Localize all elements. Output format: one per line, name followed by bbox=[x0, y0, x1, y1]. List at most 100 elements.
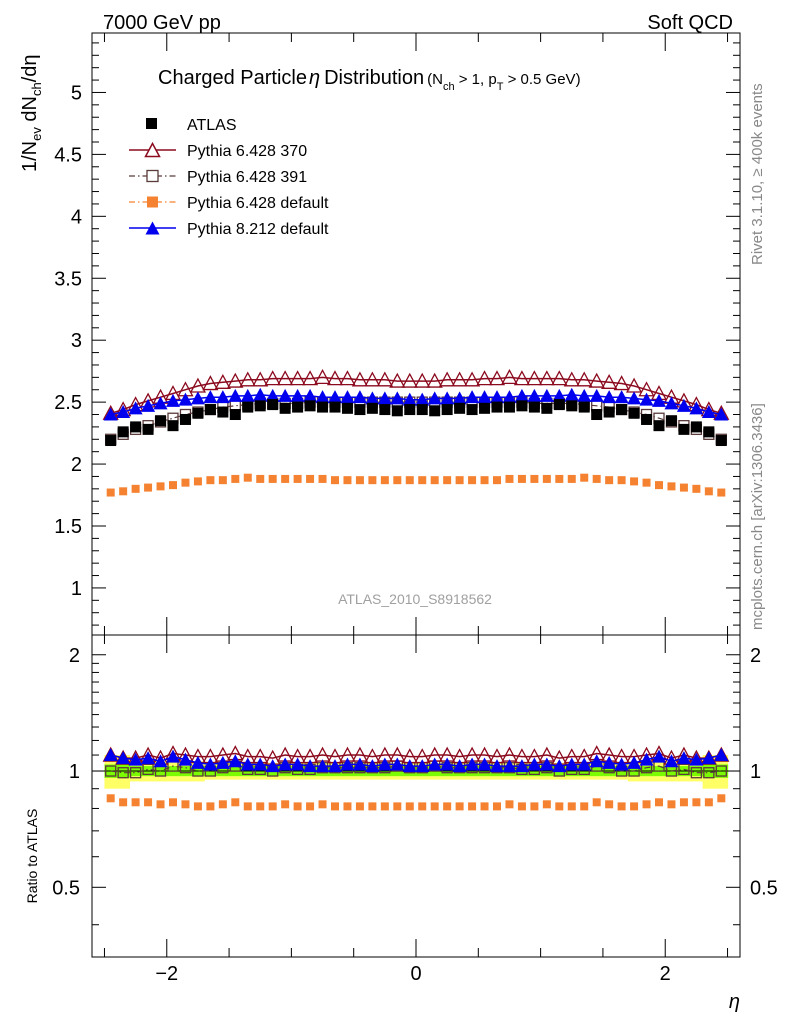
main-point-py6-default bbox=[542, 474, 551, 483]
main-point-atlas bbox=[304, 400, 316, 412]
main-point-py6-370 bbox=[364, 371, 381, 387]
ratio-point-py8-default bbox=[639, 752, 654, 766]
ratio-point-py8-default bbox=[141, 751, 156, 765]
main-point-py6-default bbox=[480, 476, 489, 485]
main-point-py6-default bbox=[592, 474, 601, 483]
ratio-point-py6-default bbox=[181, 800, 190, 809]
main-point-atlas bbox=[715, 435, 727, 447]
main-point-py6-default bbox=[268, 474, 277, 483]
main-point-py6-370 bbox=[463, 371, 481, 387]
ratio-point-py8-default bbox=[390, 757, 405, 771]
ratio-point-py8-default bbox=[689, 752, 704, 766]
legend-marker-py6-370 bbox=[144, 141, 161, 158]
main-point-py8-default bbox=[539, 388, 554, 402]
ratio-point-py6-default bbox=[281, 800, 290, 809]
ratio-point-py6-default bbox=[206, 802, 215, 811]
main-point-atlas bbox=[528, 401, 540, 413]
main-point-py6-370 bbox=[326, 370, 344, 386]
ratio-point-py6-default bbox=[605, 800, 614, 809]
main-point-py6-default bbox=[119, 487, 128, 496]
main-point-py8-default bbox=[552, 388, 567, 402]
main-point-py8-default bbox=[427, 391, 442, 405]
main-point-atlas bbox=[130, 421, 142, 433]
ratio-point-py8-default bbox=[240, 757, 255, 771]
main-point-atlas bbox=[105, 435, 117, 447]
main-y-tick-label: 5 bbox=[71, 82, 82, 104]
ratio-point-py6-default bbox=[368, 802, 377, 811]
main-point-py6-370 bbox=[513, 370, 531, 386]
ratio-point-py6-default bbox=[617, 802, 626, 811]
main-point-py8-default bbox=[190, 391, 205, 405]
main-point-py6-default bbox=[655, 481, 663, 490]
main-point-py6-370 bbox=[314, 368, 331, 385]
main-series bbox=[102, 368, 730, 497]
main-point-atlas bbox=[379, 404, 391, 416]
ratio-point-py6-default bbox=[580, 802, 589, 811]
ratio-y-tick-label: 1 bbox=[69, 761, 80, 783]
main-point-atlas bbox=[329, 401, 341, 413]
ratio-y-tick-label-right: 1 bbox=[750, 761, 761, 783]
main-point-atlas bbox=[354, 404, 366, 416]
main-point-atlas bbox=[553, 399, 565, 411]
mcplots-label: mcplots.cern.ch [arXiv:1306.3436] bbox=[749, 403, 766, 630]
main-point-atlas bbox=[279, 402, 291, 414]
ratio-point-py8-default bbox=[427, 757, 442, 771]
main-point-py6-default bbox=[642, 478, 651, 487]
ratio-point-py6-default bbox=[243, 802, 252, 811]
main-point-py6-370 bbox=[214, 373, 231, 389]
main-point-py8-default bbox=[303, 388, 318, 402]
legend-label-py6-391: Pythia 6.428 391 bbox=[187, 169, 307, 186]
main-point-atlas bbox=[192, 407, 204, 419]
ratio-y-tick-label-right: 0.5 bbox=[750, 877, 778, 899]
main-point-atlas bbox=[229, 409, 241, 421]
ratio-point-py6-default bbox=[331, 802, 339, 811]
ratio-point-py6-default bbox=[144, 798, 153, 807]
ratio-point-py8-default bbox=[490, 759, 504, 773]
rivet-label: Rivet 3.1.10, ≥ 400k events bbox=[749, 83, 766, 265]
ratio-point-py8-default bbox=[290, 757, 305, 771]
main-point-atlas bbox=[441, 404, 453, 416]
main-y-tick-label: 3 bbox=[71, 330, 82, 352]
ratio-point-py6-default bbox=[405, 802, 414, 811]
main-point-py6-370 bbox=[551, 370, 568, 386]
main-point-py6-370 bbox=[202, 375, 219, 391]
ratio-point-py8-default bbox=[514, 759, 529, 773]
ratio-point-py8-default bbox=[589, 754, 604, 768]
main-point-py6-default bbox=[243, 473, 252, 482]
main-point-py8-default bbox=[527, 388, 542, 402]
energy-label: 7000 GeV pp bbox=[103, 12, 221, 34]
main-point-py8-default bbox=[490, 390, 504, 404]
main-point-py6-default bbox=[617, 476, 626, 485]
legend-label-py6-default: Pythia 6.428 default bbox=[187, 195, 329, 212]
main-point-py8-default bbox=[564, 387, 579, 401]
ratio-point-py8-default bbox=[253, 757, 268, 771]
ratio-point-py6-default bbox=[592, 798, 601, 807]
main-point-atlas bbox=[678, 423, 690, 435]
main-point-py8-default bbox=[577, 388, 592, 402]
main-point-py6-default bbox=[169, 481, 177, 490]
main-point-atlas bbox=[167, 420, 179, 432]
main-point-py6-default bbox=[193, 477, 202, 486]
main-point-py8-default bbox=[103, 407, 118, 421]
main-point-atlas bbox=[665, 415, 677, 427]
ratio-point-py8-default bbox=[128, 752, 143, 766]
ratio-point-py8-default bbox=[278, 757, 293, 771]
main-point-py6-370 bbox=[401, 372, 418, 388]
main-point-py8-default bbox=[639, 392, 654, 406]
main-point-py8-default bbox=[265, 388, 280, 402]
main-point-atlas bbox=[366, 402, 378, 414]
ratio-plot-frame bbox=[91, 634, 741, 958]
main-point-atlas bbox=[591, 409, 603, 421]
main-y-axis-label: 1/Nev dNch/dη bbox=[19, 54, 44, 172]
main-point-py6-default bbox=[493, 476, 501, 485]
main-point-py6-default bbox=[331, 476, 339, 485]
main-point-atlas bbox=[566, 400, 578, 412]
main-point-py6-370 bbox=[526, 370, 543, 386]
main-point-py6-default bbox=[692, 484, 701, 493]
main-axis-ticks: 1 1.5 2 2.5 3 3.5 4 4.5 5 bbox=[54, 33, 740, 635]
ratio-point-py6-391 bbox=[678, 763, 690, 776]
ratio-point-py6-391 bbox=[690, 767, 703, 779]
ratio-point-py8-default bbox=[415, 759, 430, 773]
ratio-point-py6-default bbox=[268, 802, 277, 811]
ratio-point-py8-default bbox=[676, 751, 691, 765]
